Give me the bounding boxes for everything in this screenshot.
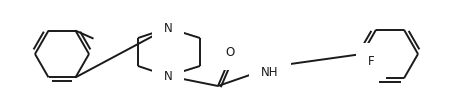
Text: NH: NH [261, 66, 279, 78]
Text: N: N [164, 70, 172, 83]
Text: F: F [368, 55, 374, 68]
Text: N: N [164, 21, 172, 35]
Text: O: O [225, 45, 235, 59]
